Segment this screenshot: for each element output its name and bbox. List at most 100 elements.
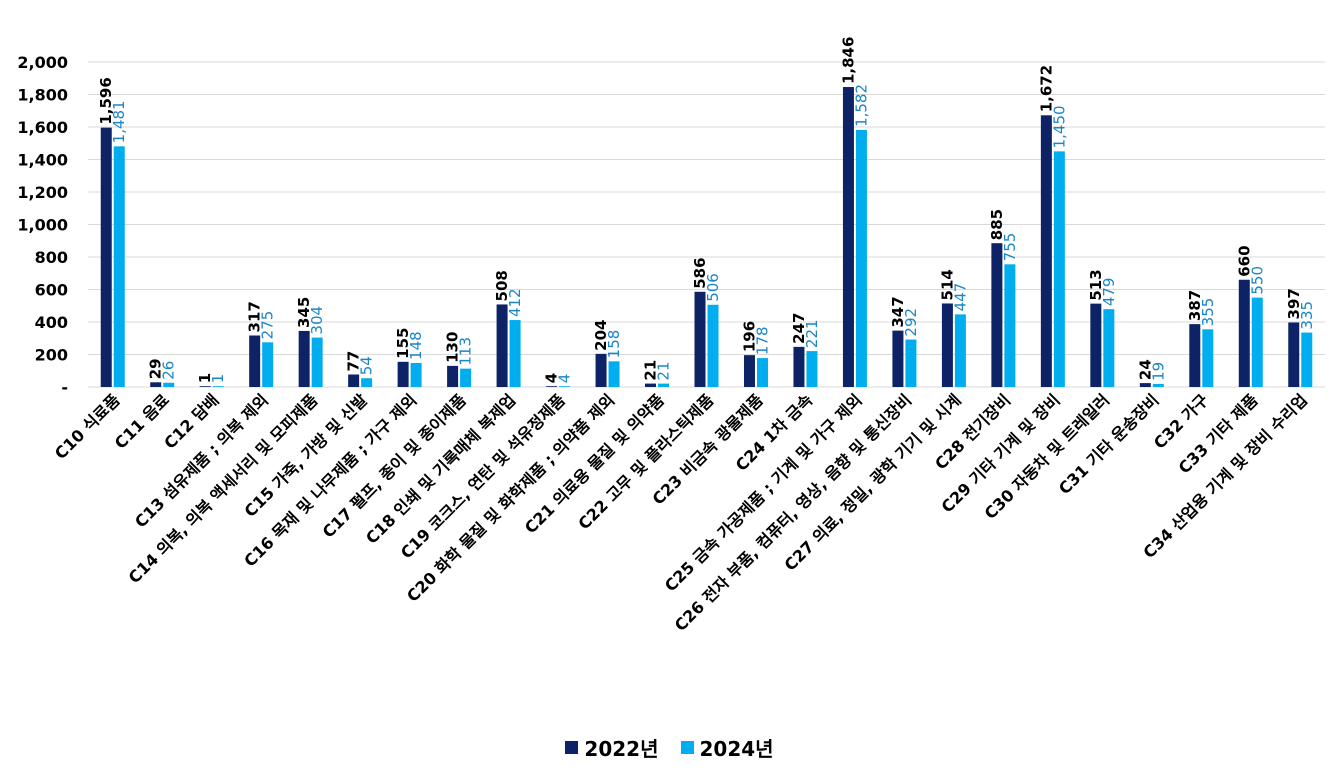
data-label-2024: 21 xyxy=(655,361,673,380)
bar-2022 xyxy=(743,355,755,387)
bar-2024 xyxy=(410,362,422,387)
y-axis: - 200 400 600 800 1,000 1,200 1,400 1,600 1,800 2,… xyxy=(17,53,68,397)
data-label-2022: 660 xyxy=(1235,245,1253,276)
data-label-2022: 397 xyxy=(1285,288,1303,319)
bar-2022 xyxy=(298,330,310,387)
y-tick-label: 1,800 xyxy=(17,86,68,105)
legend-label-2024: 2024년 xyxy=(699,737,774,761)
data-label-2024: 221 xyxy=(803,319,821,348)
bar-2024 xyxy=(1152,383,1164,387)
data-label-2024: 148 xyxy=(407,331,425,360)
legend-swatch-2024 xyxy=(680,741,694,754)
bar-2024 xyxy=(756,358,768,387)
bar-2024 xyxy=(806,351,818,387)
x-tick-label: C10 식료품 xyxy=(51,390,124,463)
gridlines xyxy=(88,61,1325,388)
data-label-2024: 755 xyxy=(1001,233,1019,262)
data-label-2024: 113 xyxy=(457,337,475,366)
bar-2022 xyxy=(1040,115,1052,388)
data-label-2022: 1,596 xyxy=(97,77,115,124)
legend-label-2022: 2022년 xyxy=(584,737,659,761)
data-label-2022: 29 xyxy=(147,358,165,379)
bar-2022 xyxy=(546,386,558,387)
y-tick-label: 800 xyxy=(35,248,68,267)
bar-2022 xyxy=(1139,383,1151,387)
data-label-2022: 247 xyxy=(790,313,808,344)
bar-2024 xyxy=(658,383,670,387)
bar-2024 xyxy=(1004,264,1016,387)
data-label-2022: 1,846 xyxy=(839,37,857,84)
data-label-2022: 317 xyxy=(246,301,264,332)
bar-2024 xyxy=(1103,309,1115,387)
data-label-2024: 1 xyxy=(209,374,227,384)
data-label-2022: 4 xyxy=(543,373,561,383)
legend-item-2022: 2022년 xyxy=(565,733,659,762)
bar-2022 xyxy=(892,330,904,387)
y-tick-label: - xyxy=(61,378,68,397)
bar-2022 xyxy=(348,374,360,387)
bar-2022 xyxy=(249,335,261,387)
data-label-2022: 155 xyxy=(394,328,412,359)
y-tick-label: 600 xyxy=(35,281,68,300)
data-label-2022: 21 xyxy=(642,360,660,381)
data-label-2022: 130 xyxy=(444,332,462,363)
bar-2022 xyxy=(199,386,211,387)
bar-2024 xyxy=(559,386,571,387)
legend-swatch-2022 xyxy=(565,741,579,754)
bars xyxy=(100,87,1313,388)
data-label-2024: 1,582 xyxy=(852,84,870,127)
x-tick-label: C27 의료, 정밀, 광학 기기 및 시계 xyxy=(781,390,965,574)
y-tick-label: 1,600 xyxy=(17,118,68,137)
bar-2022 xyxy=(1090,303,1102,387)
data-label-2024: 178 xyxy=(753,326,771,355)
data-label-2024: 158 xyxy=(605,330,623,359)
bar-2024 xyxy=(954,314,966,387)
bar-2024 xyxy=(460,368,472,387)
data-label-2024: 550 xyxy=(1248,266,1266,295)
bar-2022 xyxy=(595,353,607,387)
data-label-2022: 24 xyxy=(1136,359,1154,380)
bar-2022 xyxy=(694,291,706,387)
data-label-2022: 204 xyxy=(592,320,610,351)
bar-2024 xyxy=(311,337,323,387)
bar-2024 xyxy=(1301,332,1313,387)
bar-2022 xyxy=(447,365,459,387)
bar-2024 xyxy=(608,361,620,387)
bar-2024 xyxy=(113,146,125,387)
bar-chart: - 200 400 600 800 1,000 1,200 1,400 1,600 1,800 2,… xyxy=(17,37,1325,635)
y-tick-label: 1,400 xyxy=(17,151,68,170)
bar-2024 xyxy=(1251,297,1263,387)
legend: 2022년 2024년 xyxy=(0,733,1339,762)
bar-2022 xyxy=(1238,279,1250,387)
data-label-2024: 335 xyxy=(1298,301,1316,330)
bar-2024 xyxy=(905,339,917,387)
legend-item-2024: 2024년 xyxy=(680,733,774,762)
data-label-2024: 447 xyxy=(951,283,969,312)
bar-2022 xyxy=(150,382,162,387)
data-label-2024: 275 xyxy=(259,311,277,340)
bar-2022 xyxy=(793,346,805,387)
data-label-2022: 514 xyxy=(938,269,956,300)
y-tick-label: 1,200 xyxy=(17,183,68,202)
data-label-2024: 412 xyxy=(506,288,524,317)
data-label-2024: 292 xyxy=(902,308,920,337)
bar-2022 xyxy=(645,383,657,387)
bar-2024 xyxy=(212,386,224,387)
bar-2022 xyxy=(991,243,1003,387)
data-label-2024: 54 xyxy=(358,356,376,375)
data-label-2022: 387 xyxy=(1186,290,1204,321)
data-label-2024: 1,450 xyxy=(1050,105,1068,148)
bar-2024 xyxy=(262,342,274,387)
data-label-2022: 1 xyxy=(196,373,214,383)
data-label-2024: 506 xyxy=(704,273,722,302)
data-label-2022: 345 xyxy=(295,297,313,328)
data-label-2022: 885 xyxy=(988,209,1006,240)
data-label-2024: 26 xyxy=(160,361,178,380)
bar-2022 xyxy=(496,304,508,387)
bar-2022 xyxy=(1189,324,1201,387)
data-label-2022: 1,672 xyxy=(1037,65,1055,112)
data-label-2024: 355 xyxy=(1199,298,1217,327)
data-label-2022: 347 xyxy=(889,296,907,327)
